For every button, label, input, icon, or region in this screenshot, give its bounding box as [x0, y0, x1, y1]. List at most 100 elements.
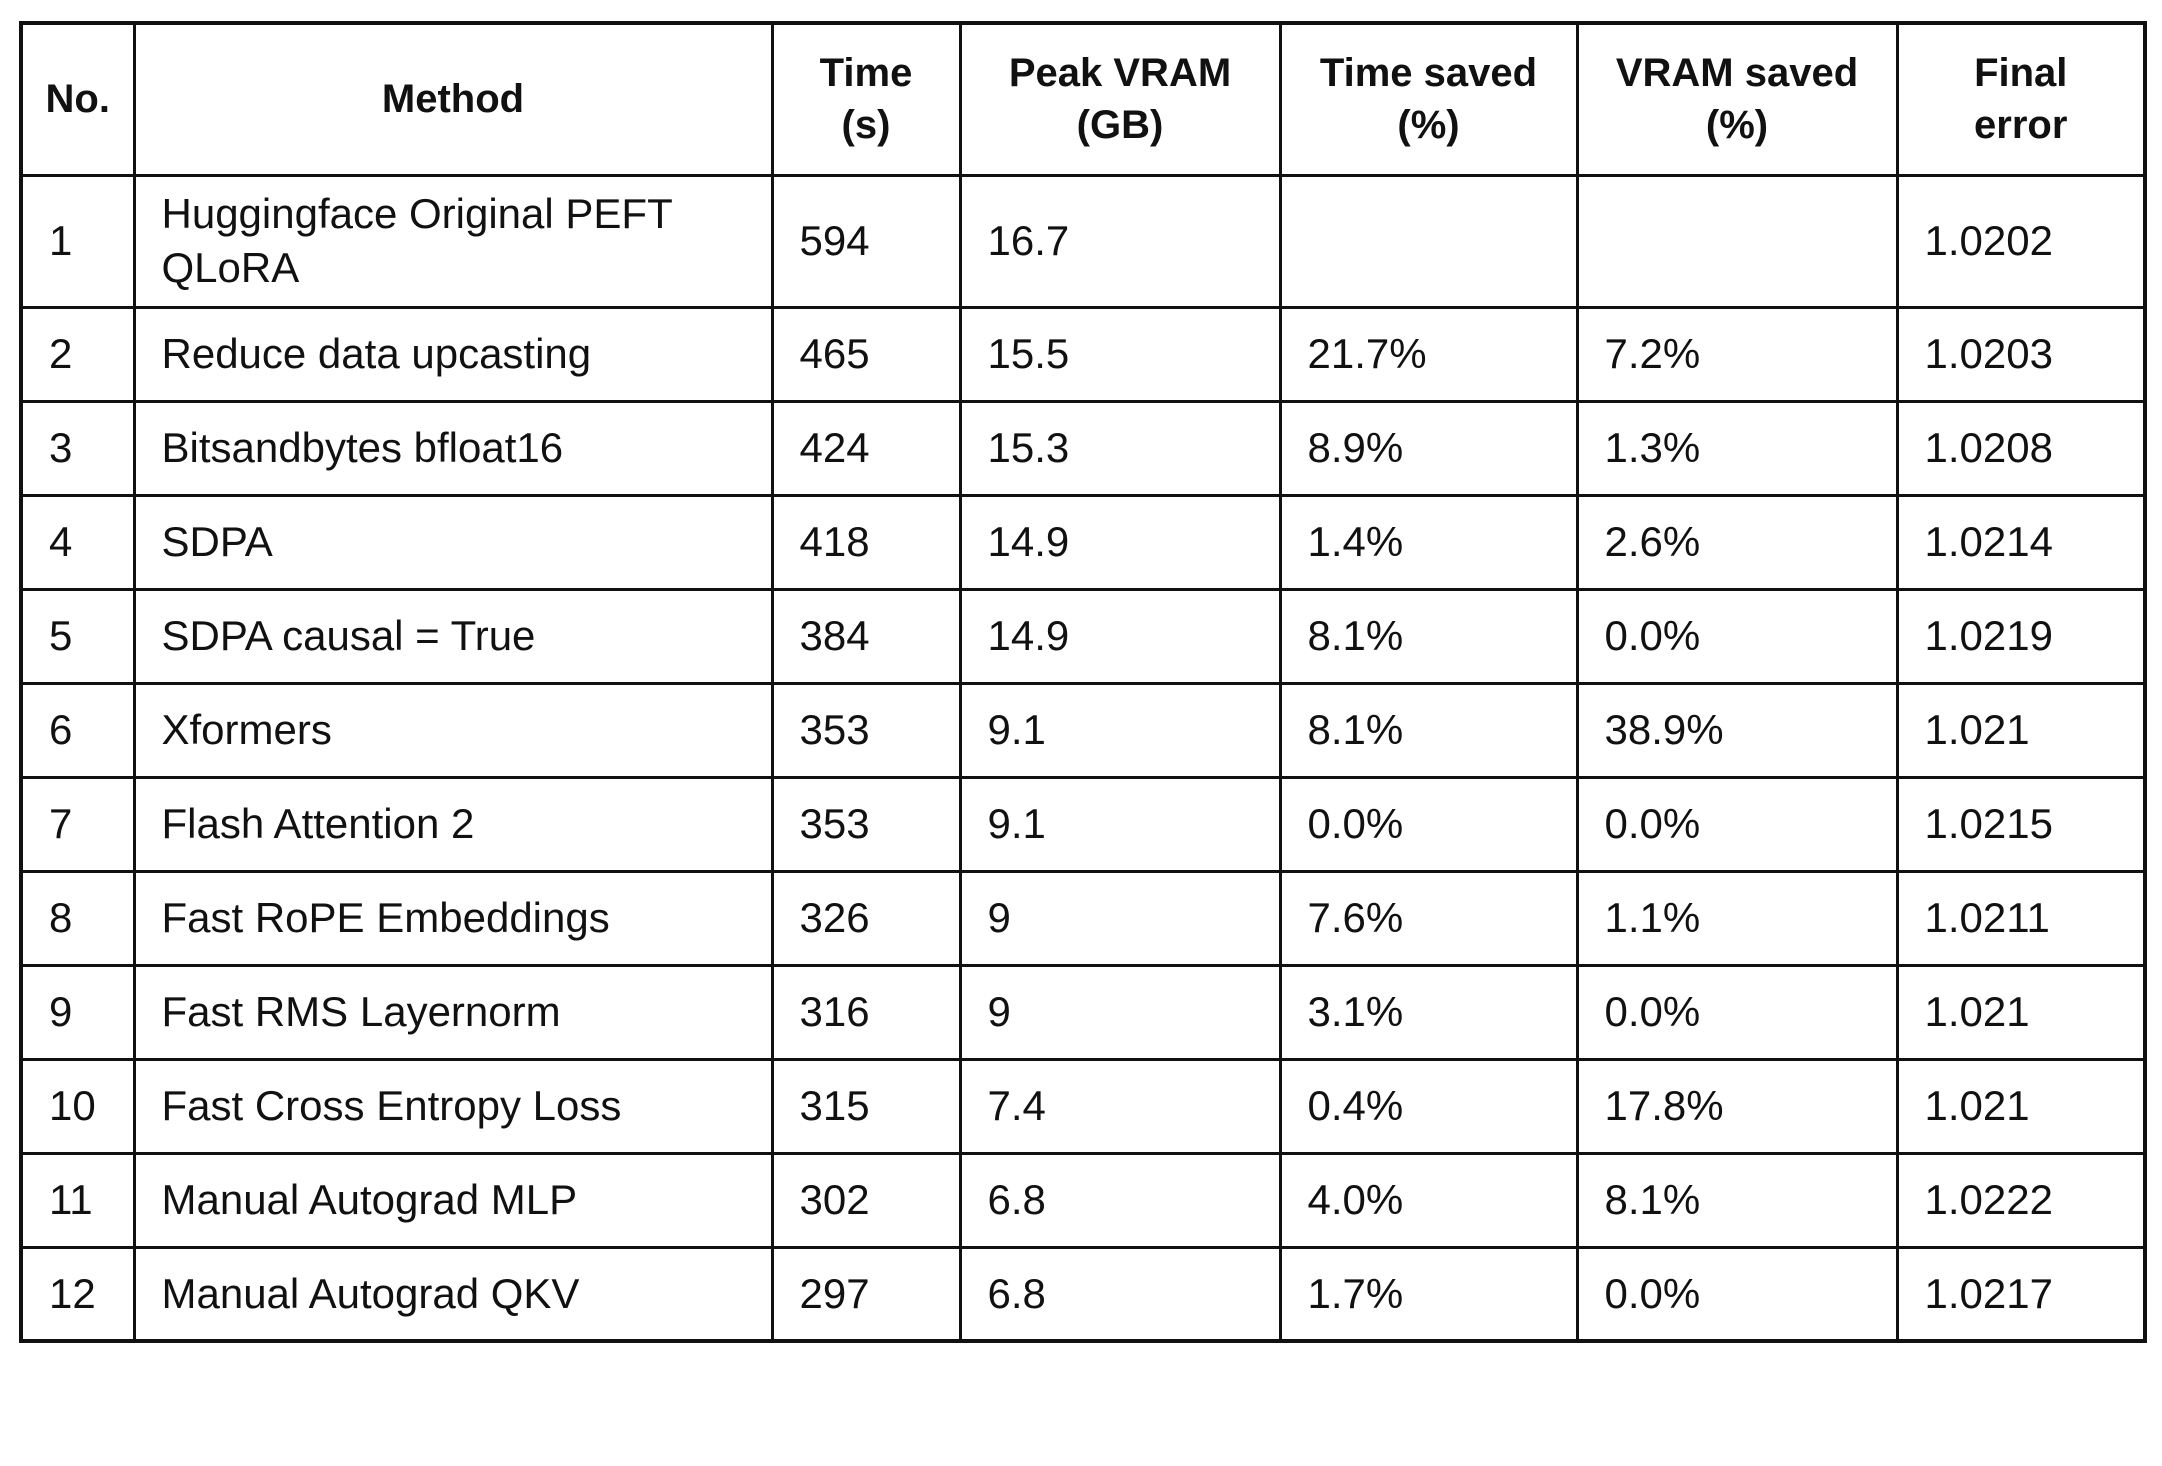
cell-method: Huggingface Original PEFT QLoRA: [132, 173, 774, 309]
cell-time: 384: [770, 587, 962, 685]
page: No. Method Time (s) Peak VRAM (GB) Time …: [19, 21, 2147, 1344]
cell-peak-vram: 14.9: [958, 493, 1282, 591]
cell-time-saved: 8.1%: [1278, 681, 1579, 779]
column-header-line2: (s): [841, 103, 891, 148]
table-row: 6 Xformers 353 9.1 8.1% 38.9% 1.021: [19, 681, 2147, 779]
column-header-line1: Final: [1974, 51, 2068, 96]
table-header-row: No. Method Time (s) Peak VRAM (GB) Time …: [19, 21, 2147, 177]
cell-peak-vram: 7.4: [958, 1057, 1282, 1155]
table-row: 12 Manual Autograd QKV 297 6.8 1.7% 0.0%…: [19, 1245, 2147, 1343]
table-row: 1 Huggingface Original PEFT QLoRA 594 16…: [19, 173, 2147, 309]
column-header-line1: VRAM saved: [1615, 51, 1859, 96]
cell-time-saved: 8.9%: [1278, 399, 1579, 497]
column-header-line1: No.: [45, 77, 110, 122]
cell-final-error: 1.021: [1895, 681, 2147, 779]
table-body: 1 Huggingface Original PEFT QLoRA 594 16…: [19, 173, 2147, 1343]
column-header: No.: [19, 21, 136, 177]
table-row: 11 Manual Autograd MLP 302 6.8 4.0% 8.1%…: [19, 1151, 2147, 1249]
column-header: Time (s): [770, 21, 962, 177]
cell-vram-saved: 8.1%: [1575, 1151, 1899, 1249]
cell-no: 12: [19, 1245, 136, 1343]
cell-time-saved: [1278, 173, 1579, 309]
table-row: 7 Flash Attention 2 353 9.1 0.0% 0.0% 1.…: [19, 775, 2147, 873]
cell-peak-vram: 15.5: [958, 305, 1282, 403]
cell-peak-vram: 9: [958, 963, 1282, 1061]
table-row: 9 Fast RMS Layernorm 316 9 3.1% 0.0% 1.0…: [19, 963, 2147, 1061]
column-header-line1: Time: [819, 51, 913, 96]
cell-peak-vram: 9: [958, 869, 1282, 967]
cell-time: 302: [770, 1151, 962, 1249]
cell-time: 315: [770, 1057, 962, 1155]
cell-vram-saved: 2.6%: [1575, 493, 1899, 591]
column-header: Final error: [1895, 21, 2147, 177]
cell-no: 2: [19, 305, 136, 403]
table-row: 2 Reduce data upcasting 465 15.5 21.7% 7…: [19, 305, 2147, 403]
column-header-line2: (GB): [1076, 103, 1164, 148]
cell-peak-vram: 6.8: [958, 1245, 1282, 1343]
cell-method: Fast RoPE Embeddings: [132, 869, 774, 967]
column-header: Method: [132, 21, 774, 177]
cell-vram-saved: 0.0%: [1575, 775, 1899, 873]
cell-method: Fast Cross Entropy Loss: [132, 1057, 774, 1155]
cell-time-saved: 4.0%: [1278, 1151, 1579, 1249]
cell-time: 465: [770, 305, 962, 403]
benchmark-table: No. Method Time (s) Peak VRAM (GB) Time …: [19, 21, 2147, 1344]
column-header-line1: Peak VRAM: [1008, 51, 1232, 96]
cell-no: 7: [19, 775, 136, 873]
cell-vram-saved: 0.0%: [1575, 587, 1899, 685]
cell-no: 3: [19, 399, 136, 497]
cell-no: 4: [19, 493, 136, 591]
cell-peak-vram: 9.1: [958, 681, 1282, 779]
cell-time-saved: 7.6%: [1278, 869, 1579, 967]
cell-final-error: 1.0217: [1895, 1245, 2147, 1343]
cell-method: Manual Autograd QKV: [132, 1245, 774, 1343]
cell-vram-saved: 0.0%: [1575, 963, 1899, 1061]
cell-time: 316: [770, 963, 962, 1061]
cell-final-error: 1.0202: [1895, 173, 2147, 309]
cell-vram-saved: 0.0%: [1575, 1245, 1899, 1343]
cell-time: 353: [770, 775, 962, 873]
table-header: No. Method Time (s) Peak VRAM (GB) Time …: [19, 21, 2147, 177]
cell-time-saved: 21.7%: [1278, 305, 1579, 403]
column-header: Time saved (%): [1278, 21, 1579, 177]
cell-time-saved: 1.7%: [1278, 1245, 1579, 1343]
cell-time: 594: [770, 173, 962, 309]
cell-method: SDPA causal = True: [132, 587, 774, 685]
column-header: Peak VRAM (GB): [958, 21, 1282, 177]
cell-method: Reduce data upcasting: [132, 305, 774, 403]
cell-peak-vram: 15.3: [958, 399, 1282, 497]
cell-final-error: 1.0215: [1895, 775, 2147, 873]
cell-no: 8: [19, 869, 136, 967]
cell-final-error: 1.0214: [1895, 493, 2147, 591]
cell-final-error: 1.0208: [1895, 399, 2147, 497]
cell-time-saved: 0.0%: [1278, 775, 1579, 873]
column-header-line2: (%): [1705, 103, 1769, 148]
cell-vram-saved: [1575, 173, 1899, 309]
cell-vram-saved: 1.3%: [1575, 399, 1899, 497]
cell-time-saved: 0.4%: [1278, 1057, 1579, 1155]
cell-no: 5: [19, 587, 136, 685]
cell-final-error: 1.021: [1895, 1057, 2147, 1155]
cell-time: 418: [770, 493, 962, 591]
column-header-line1: Method: [381, 77, 525, 122]
table-row: 10 Fast Cross Entropy Loss 315 7.4 0.4% …: [19, 1057, 2147, 1155]
cell-time: 326: [770, 869, 962, 967]
column-header-line2: error: [1974, 103, 2068, 148]
cell-no: 1: [19, 173, 136, 309]
cell-vram-saved: 17.8%: [1575, 1057, 1899, 1155]
cell-final-error: 1.021: [1895, 963, 2147, 1061]
cell-method: Fast RMS Layernorm: [132, 963, 774, 1061]
cell-no: 6: [19, 681, 136, 779]
column-header: VRAM saved (%): [1575, 21, 1899, 177]
cell-vram-saved: 7.2%: [1575, 305, 1899, 403]
cell-vram-saved: 1.1%: [1575, 869, 1899, 967]
cell-no: 11: [19, 1151, 136, 1249]
cell-final-error: 1.0222: [1895, 1151, 2147, 1249]
cell-peak-vram: 14.9: [958, 587, 1282, 685]
cell-peak-vram: 9.1: [958, 775, 1282, 873]
cell-no: 10: [19, 1057, 136, 1155]
column-header-line2: (%): [1397, 103, 1460, 148]
cell-time: 297: [770, 1245, 962, 1343]
cell-method: Bitsandbytes bfloat16: [132, 399, 774, 497]
